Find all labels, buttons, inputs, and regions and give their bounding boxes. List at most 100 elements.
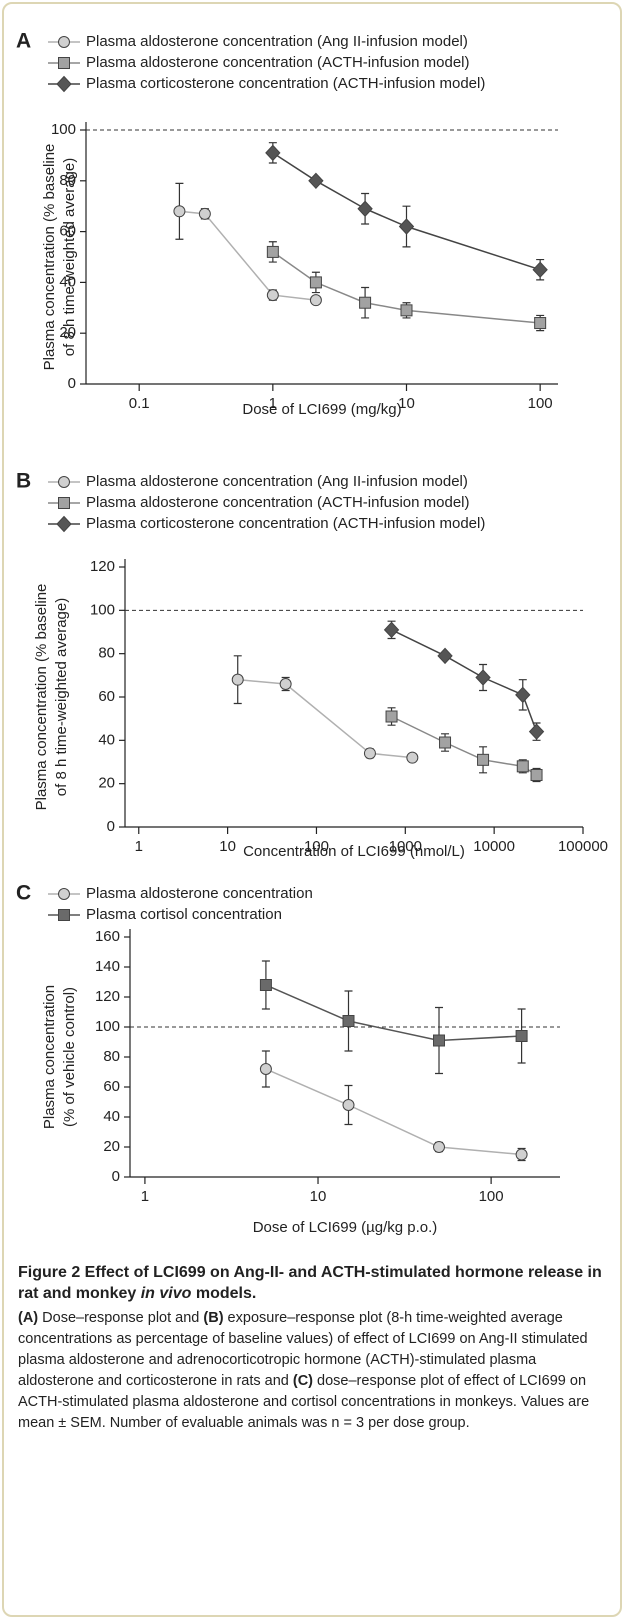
y-tick-label: 20	[98, 775, 115, 792]
marker	[308, 172, 324, 190]
caption-body: (A) Dose–response plot and (B) exposure–…	[18, 1308, 610, 1434]
y-tick-label: 160	[95, 928, 120, 945]
x-tick-label: 1	[141, 1188, 149, 1205]
marker	[398, 218, 415, 235]
y-tick-label: 120	[95, 988, 120, 1005]
marker	[385, 710, 398, 723]
y-tick-label: 140	[95, 958, 120, 975]
legend-label: Plasma aldosterone concentration (ACTH-i…	[86, 54, 470, 71]
series-line	[391, 715, 537, 776]
legend-marker	[58, 36, 70, 48]
legend-marker	[58, 476, 70, 488]
caption-body-part: Dose–response plot and	[38, 1310, 204, 1326]
marker	[516, 760, 529, 773]
legend-label: Plasma aldosterone concentration (Ang II…	[86, 473, 468, 490]
marker	[532, 261, 548, 278]
marker	[266, 289, 279, 302]
caption-body-part: dose–response plot of effect of LCI699 o…	[18, 1373, 590, 1431]
marker	[309, 276, 322, 289]
caption: Figure 2 Effect of LCI699 on Ang-II- and…	[18, 1262, 610, 1434]
caption-title: Figure 2 Effect of LCI699 on Ang-II- and…	[18, 1262, 610, 1304]
marker	[279, 678, 292, 690]
marker	[400, 304, 413, 317]
y-axis-label: Plasma concentration (% baseline	[33, 584, 50, 811]
caption-title-part: Figure 2 Effect of LCI699 on Ang-II- and…	[18, 1264, 602, 1302]
marker	[383, 621, 400, 639]
x-tick-label: 1	[135, 838, 143, 855]
caption-body-part: (B)	[203, 1310, 224, 1326]
marker	[433, 1141, 446, 1153]
marker	[342, 1015, 355, 1027]
marker	[437, 647, 453, 665]
x-tick-label: 100	[304, 838, 329, 855]
marker	[515, 1148, 528, 1161]
x-tick-label: 100000	[558, 838, 608, 855]
marker	[530, 769, 543, 781]
x-tick-label: 100	[528, 395, 553, 412]
caption-body-part: exposure–response plot (8-h time-weighte…	[18, 1310, 588, 1389]
y-tick-label: 120	[90, 558, 115, 575]
y-tick-label: 80	[103, 1048, 120, 1065]
marker	[534, 317, 547, 330]
y-tick-label: 100	[90, 601, 115, 618]
legend-marker	[58, 909, 70, 921]
series-line	[265, 1068, 522, 1156]
x-axis-label: Dose of LCI699 (µg/kg p.o.)	[253, 1219, 438, 1236]
panel-label: B	[16, 470, 31, 493]
y-tick-label: 80	[59, 172, 76, 189]
legend-label: Plasma aldosterone concentration	[86, 885, 313, 902]
y-tick-label: 20	[59, 324, 76, 341]
x-axis-label: Dose of LCI699 (mg/kg)	[242, 401, 401, 418]
legend-label: Plasma aldosterone concentration (Ang II…	[86, 33, 468, 50]
y-tick-label: 40	[98, 731, 115, 748]
marker	[359, 296, 372, 309]
x-tick-label: 100	[479, 1188, 504, 1205]
caption-body-part: (A)	[18, 1310, 39, 1326]
y-tick-label: 0	[112, 1168, 120, 1185]
marker	[259, 1063, 272, 1075]
legend-marker	[56, 515, 72, 533]
marker	[266, 245, 279, 258]
legend-marker	[58, 57, 70, 69]
legend-label: Plasma corticosterone concentration (ACT…	[86, 75, 485, 92]
caption-title-part: models.	[191, 1285, 257, 1302]
marker	[439, 736, 452, 749]
x-axis-label: Concentration of LCI699 (nmol/L)	[243, 843, 465, 860]
y-tick-label: 40	[103, 1108, 120, 1125]
marker	[515, 1030, 528, 1042]
y-tick-label: 20	[103, 1138, 120, 1155]
panel-label: C	[16, 882, 31, 905]
caption-title-part: in vivo	[140, 1285, 192, 1302]
y-tick-label: 40	[59, 273, 76, 290]
marker	[231, 673, 244, 686]
marker	[173, 205, 186, 218]
x-tick-label: 0.1	[129, 395, 150, 412]
figure-charts: A Plasma aldosterone concentration (Ang I…	[16, 30, 608, 1236]
legend-marker	[56, 75, 72, 93]
x-tick-label: 10	[219, 838, 236, 855]
marker	[198, 207, 211, 220]
marker	[363, 747, 376, 760]
marker	[475, 669, 491, 686]
x-tick-label: 10	[398, 395, 415, 412]
y-tick-label: 100	[51, 121, 76, 138]
y-axis-label: Plasma concentration	[41, 985, 58, 1129]
caption-body-part: (C)	[292, 1373, 314, 1389]
legend-label: Plasma cortisol concentration	[86, 906, 282, 923]
y-axis-label: of 8 h time-weighted average)	[61, 158, 78, 356]
x-tick-label: 10	[310, 1188, 327, 1205]
series-line	[237, 678, 413, 759]
legend-marker	[58, 888, 70, 900]
marker	[406, 751, 419, 764]
y-tick-label: 60	[103, 1078, 120, 1095]
y-tick-label: 0	[68, 375, 76, 392]
marker	[342, 1099, 355, 1111]
legend-label: Plasma corticosterone concentration (ACT…	[86, 515, 485, 532]
y-tick-label: 100	[95, 1018, 120, 1035]
panel-label: A	[16, 30, 31, 53]
marker	[357, 200, 373, 217]
y-tick-label: 60	[59, 223, 76, 240]
marker	[259, 979, 272, 991]
